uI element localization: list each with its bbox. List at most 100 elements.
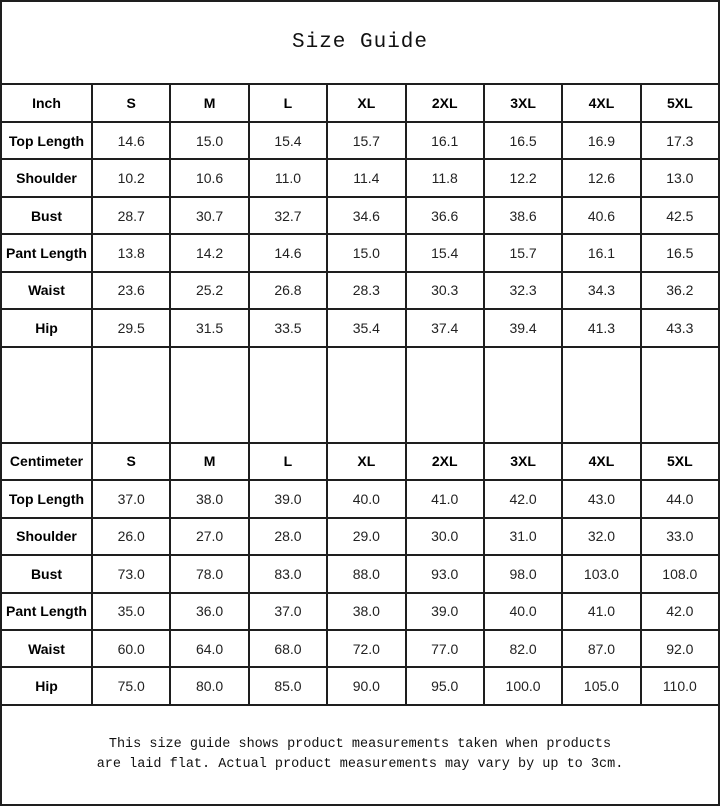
measurement-value: 38.6 bbox=[482, 195, 564, 236]
size-column-header: M bbox=[169, 441, 250, 482]
measurement-value: 15.7 bbox=[326, 120, 407, 161]
measurement-value: 75.0 bbox=[90, 666, 172, 706]
measurement-label: Top Length bbox=[0, 479, 93, 519]
measurement-value: 90.0 bbox=[326, 666, 407, 706]
measurement-label: Pant Length bbox=[0, 591, 93, 631]
measurement-value: 82.0 bbox=[482, 628, 564, 669]
measurement-row: Waist 60.0 64.0 68.0 72.0 77.0 82.0 87.0 92.0 bbox=[0, 628, 720, 669]
measurement-value: 73.0 bbox=[90, 554, 172, 594]
measurement-value: 32.7 bbox=[247, 195, 329, 236]
measurement-label: Waist bbox=[0, 628, 93, 669]
measurement-row: Bust 73.0 78.0 83.0 88.0 93.0 98.0 103.0 108.0 bbox=[0, 554, 720, 594]
measurement-value: 40.6 bbox=[561, 195, 642, 236]
measurement-value: 37.0 bbox=[90, 479, 172, 519]
measurement-value: 12.2 bbox=[482, 158, 564, 198]
measurement-value: 10.6 bbox=[169, 158, 250, 198]
size-column-header: L bbox=[247, 83, 329, 123]
measurement-value: 15.0 bbox=[169, 120, 250, 161]
measurement-value: 60.0 bbox=[90, 628, 172, 669]
measurement-value: 25.2 bbox=[169, 270, 250, 311]
measurement-value: 23.6 bbox=[90, 270, 172, 311]
measurement-value: 16.5 bbox=[482, 120, 564, 161]
measurement-label: Pant Length bbox=[0, 233, 93, 273]
measurement-row: Top Length 14.6 15.0 15.4 15.7 16.1 16.5 16.9 17… bbox=[0, 120, 720, 161]
footer-note-line-2: are laid flat. Actual product measuremen… bbox=[96, 757, 624, 772]
measurement-value: 33.5 bbox=[247, 308, 329, 348]
measurement-value: 39.4 bbox=[482, 308, 564, 348]
measurement-value: 35.0 bbox=[90, 591, 172, 631]
measurement-value: 41.0 bbox=[404, 479, 485, 519]
measurement-value: 68.0 bbox=[247, 628, 329, 669]
spacer-cell bbox=[404, 345, 485, 444]
inch-section: Inch S M L XL 2XL 3XL 4XL 5XL Top Length 14.6 15.0 1… bbox=[0, 83, 720, 348]
spacer-cell bbox=[90, 345, 172, 444]
measurement-value: 13.0 bbox=[639, 158, 720, 198]
title-row: Size Guide bbox=[0, 0, 720, 86]
measurement-row: Waist 23.6 25.2 26.8 28.3 30.3 32.3 34.3 36.2 bbox=[0, 270, 720, 311]
measurement-value: 31.5 bbox=[169, 308, 250, 348]
spacer-cell bbox=[326, 345, 407, 444]
measurement-value: 41.0 bbox=[561, 591, 642, 631]
measurement-value: 92.0 bbox=[639, 628, 720, 669]
measurement-value: 13.8 bbox=[90, 233, 172, 273]
measurement-value: 31.0 bbox=[482, 516, 564, 557]
measurement-row: Bust 28.7 30.7 32.7 34.6 36.6 38.6 40.6 42.5 bbox=[0, 195, 720, 236]
measurement-value: 34.3 bbox=[561, 270, 642, 311]
measurement-value: 64.0 bbox=[169, 628, 250, 669]
measurement-value: 72.0 bbox=[326, 628, 407, 669]
measurement-value: 29.5 bbox=[90, 308, 172, 348]
measurement-value: 38.0 bbox=[326, 591, 407, 631]
size-column-header: M bbox=[169, 83, 250, 123]
size-column-header: 5XL bbox=[639, 441, 720, 482]
measurement-value: 42.5 bbox=[639, 195, 720, 236]
measurement-value: 40.0 bbox=[482, 591, 564, 631]
measurement-value: 77.0 bbox=[404, 628, 485, 669]
measurement-value: 100.0 bbox=[482, 666, 564, 706]
measurement-value: 78.0 bbox=[169, 554, 250, 594]
measurement-label: Bust bbox=[0, 195, 93, 236]
spacer-cell bbox=[482, 345, 564, 444]
measurement-value: 28.0 bbox=[247, 516, 329, 557]
measurement-value: 32.0 bbox=[561, 516, 642, 557]
measurement-label: Shoulder bbox=[0, 516, 93, 557]
measurement-value: 37.0 bbox=[247, 591, 329, 631]
measurement-value: 16.1 bbox=[404, 120, 485, 161]
measurement-value: 41.3 bbox=[561, 308, 642, 348]
measurement-value: 16.5 bbox=[639, 233, 720, 273]
measurement-value: 36.2 bbox=[639, 270, 720, 311]
footer-row: This size guide shows product measuremen… bbox=[0, 704, 720, 806]
measurement-row: Pant Length 35.0 36.0 37.0 38.0 39.0 40.0 41.0 4… bbox=[0, 591, 720, 631]
measurement-value: 95.0 bbox=[404, 666, 485, 706]
measurement-value: 17.3 bbox=[639, 120, 720, 161]
size-column-header: 3XL bbox=[482, 441, 564, 482]
measurement-row: Hip 29.5 31.5 33.5 35.4 37.4 39.4 41.3 43.3 bbox=[0, 308, 720, 348]
measurement-value: 42.0 bbox=[482, 479, 564, 519]
measurement-value: 43.0 bbox=[561, 479, 642, 519]
measurement-value: 16.9 bbox=[561, 120, 642, 161]
page-title: Size Guide bbox=[0, 0, 720, 86]
measurement-value: 26.0 bbox=[90, 516, 172, 557]
measurement-value: 14.2 bbox=[169, 233, 250, 273]
spacer-cell bbox=[639, 345, 720, 444]
measurement-row: Top Length 37.0 38.0 39.0 40.0 41.0 42.0 43.0 44… bbox=[0, 479, 720, 519]
measurement-value: 80.0 bbox=[169, 666, 250, 706]
measurement-value: 103.0 bbox=[561, 554, 642, 594]
footer-note: This size guide shows product measuremen… bbox=[0, 704, 720, 806]
unit-label: Centimeter bbox=[0, 441, 93, 482]
measurement-value: 36.6 bbox=[404, 195, 485, 236]
centimeter-section: Centimeter S M L XL 2XL 3XL 4XL 5XL Top Length 37.… bbox=[0, 441, 720, 706]
spacer-row bbox=[0, 345, 720, 444]
measurement-label: Shoulder bbox=[0, 158, 93, 198]
size-column-header: 5XL bbox=[639, 83, 720, 123]
measurement-value: 30.7 bbox=[169, 195, 250, 236]
measurement-value: 26.8 bbox=[247, 270, 329, 311]
measurement-value: 11.4 bbox=[326, 158, 407, 198]
spacer-cell bbox=[169, 345, 250, 444]
spacer-cell bbox=[0, 345, 93, 444]
unit-header-row: Inch S M L XL 2XL 3XL 4XL 5XL bbox=[0, 83, 720, 123]
spacer-cell bbox=[561, 345, 642, 444]
measurement-value: 110.0 bbox=[639, 666, 720, 706]
size-column-header: XL bbox=[326, 441, 407, 482]
measurement-value: 37.4 bbox=[404, 308, 485, 348]
